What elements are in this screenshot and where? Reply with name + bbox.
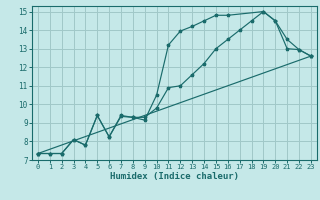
X-axis label: Humidex (Indice chaleur): Humidex (Indice chaleur) bbox=[110, 172, 239, 181]
